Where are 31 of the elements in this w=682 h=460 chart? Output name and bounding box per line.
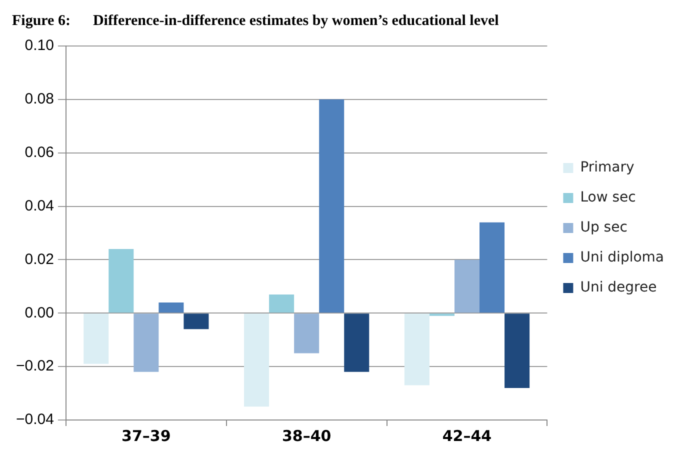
bar [319,99,344,313]
y-tick-label: 0.04 [24,197,54,214]
legend-label: Uni degree [580,280,657,296]
bar [504,314,530,388]
y-tick-label: −0.04 [16,411,54,428]
bar [480,222,505,313]
y-tick-label: −0.02 [16,358,54,375]
bar [134,314,159,372]
x-tick-label: 42–44 [442,426,492,445]
y-tick-label: 0.10 [24,37,54,54]
x-tick-label: 38–40 [282,426,332,445]
x-tick-label: 37–39 [122,426,171,445]
y-tick-label: 0.08 [24,90,54,108]
bar [294,314,320,354]
bar [244,314,270,407]
bar [108,249,134,313]
bar [84,314,109,364]
legend-label: Primary [580,160,634,176]
bar [404,314,430,386]
bar [344,314,370,372]
bar [454,260,480,313]
y-tick-label: 0.06 [24,144,54,161]
legend-label: Up sec [580,220,628,236]
bar [269,294,294,313]
bar [158,302,184,313]
legend-label: Uni diploma [580,250,664,266]
chart-title: Figure 6: Difference-in-difference estimates by women’s educational level [12,12,499,29]
y-tick-label: 0.00 [24,304,54,322]
y-tick-label: 0.02 [24,250,54,268]
bar [184,314,209,330]
legend-label: Low sec [580,190,636,206]
